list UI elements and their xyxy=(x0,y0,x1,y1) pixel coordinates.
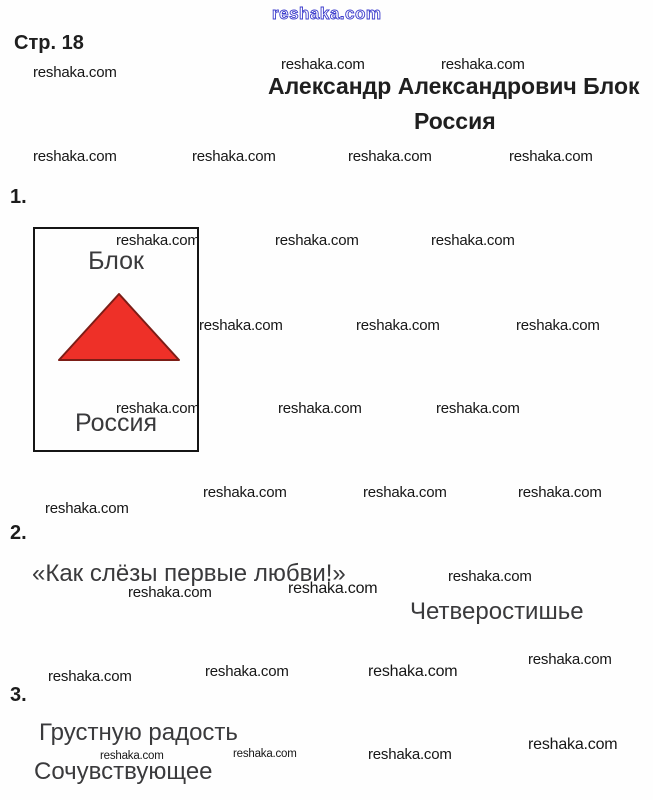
watermark: reshaka.com xyxy=(368,746,452,763)
task-3-number: 3. xyxy=(10,684,27,706)
page-number-label: Стр. 18 xyxy=(14,32,84,54)
watermark: reshaka.com xyxy=(348,148,432,165)
watermark: reshaka.com xyxy=(48,668,132,685)
card-title-word: Россия xyxy=(75,409,157,437)
red-triangle-shape xyxy=(58,293,180,361)
task-3-answer-line-1: Грустную радость xyxy=(39,719,238,746)
watermark: reshaka.com xyxy=(528,736,618,753)
task-2-number: 2. xyxy=(10,522,27,544)
watermark: reshaka.com xyxy=(278,400,362,417)
watermark: reshaka.com xyxy=(448,568,532,585)
watermark: reshaka.com xyxy=(431,232,515,249)
watermark: reshaka.com xyxy=(33,148,117,165)
watermark: reshaka.com xyxy=(441,56,525,73)
task-2-answer: Четверостишье xyxy=(410,598,584,625)
watermark: reshaka.com xyxy=(516,317,600,334)
watermark: reshaka.com xyxy=(199,317,283,334)
poem-title: Россия xyxy=(414,108,496,134)
watermark: reshaka.com xyxy=(205,663,289,680)
book-cover-card: Блок Россия xyxy=(33,227,199,452)
watermark: reshaka.com xyxy=(203,484,287,501)
author-title: Александр Александрович Блок xyxy=(268,73,640,99)
watermark: reshaka.com xyxy=(528,651,612,668)
watermark: reshaka.com xyxy=(436,400,520,417)
watermark: reshaka.com xyxy=(518,484,602,501)
watermark: reshaka.com xyxy=(233,748,297,760)
watermark: reshaka.com xyxy=(45,500,129,517)
red-triangle-illustration xyxy=(58,293,180,361)
watermark: reshaka.com xyxy=(100,750,164,762)
watermark: reshaka.com xyxy=(363,484,447,501)
watermark: reshaka.com xyxy=(116,400,200,417)
watermark: reshaka.com xyxy=(33,64,117,81)
watermark: reshaka.com xyxy=(288,580,378,597)
watermark: reshaka.com xyxy=(128,584,212,601)
watermark: reshaka.com xyxy=(368,663,458,680)
task-2-quote: «Как слёзы первые любви!» xyxy=(32,560,346,587)
watermark: reshaka.com xyxy=(281,56,365,73)
watermark: reshaka.com xyxy=(356,317,440,334)
task-1-number: 1. xyxy=(10,186,27,208)
watermark: reshaka.com xyxy=(116,232,200,249)
watermark: reshaka.com xyxy=(192,148,276,165)
card-author-word: Блок xyxy=(88,247,144,275)
watermark: reshaka.com xyxy=(275,232,359,249)
watermark: reshaka.com xyxy=(509,148,593,165)
task-3-answer-line-2: Сочувствующее xyxy=(34,758,213,785)
watermark-site-logo: reshaka.com xyxy=(272,4,382,24)
